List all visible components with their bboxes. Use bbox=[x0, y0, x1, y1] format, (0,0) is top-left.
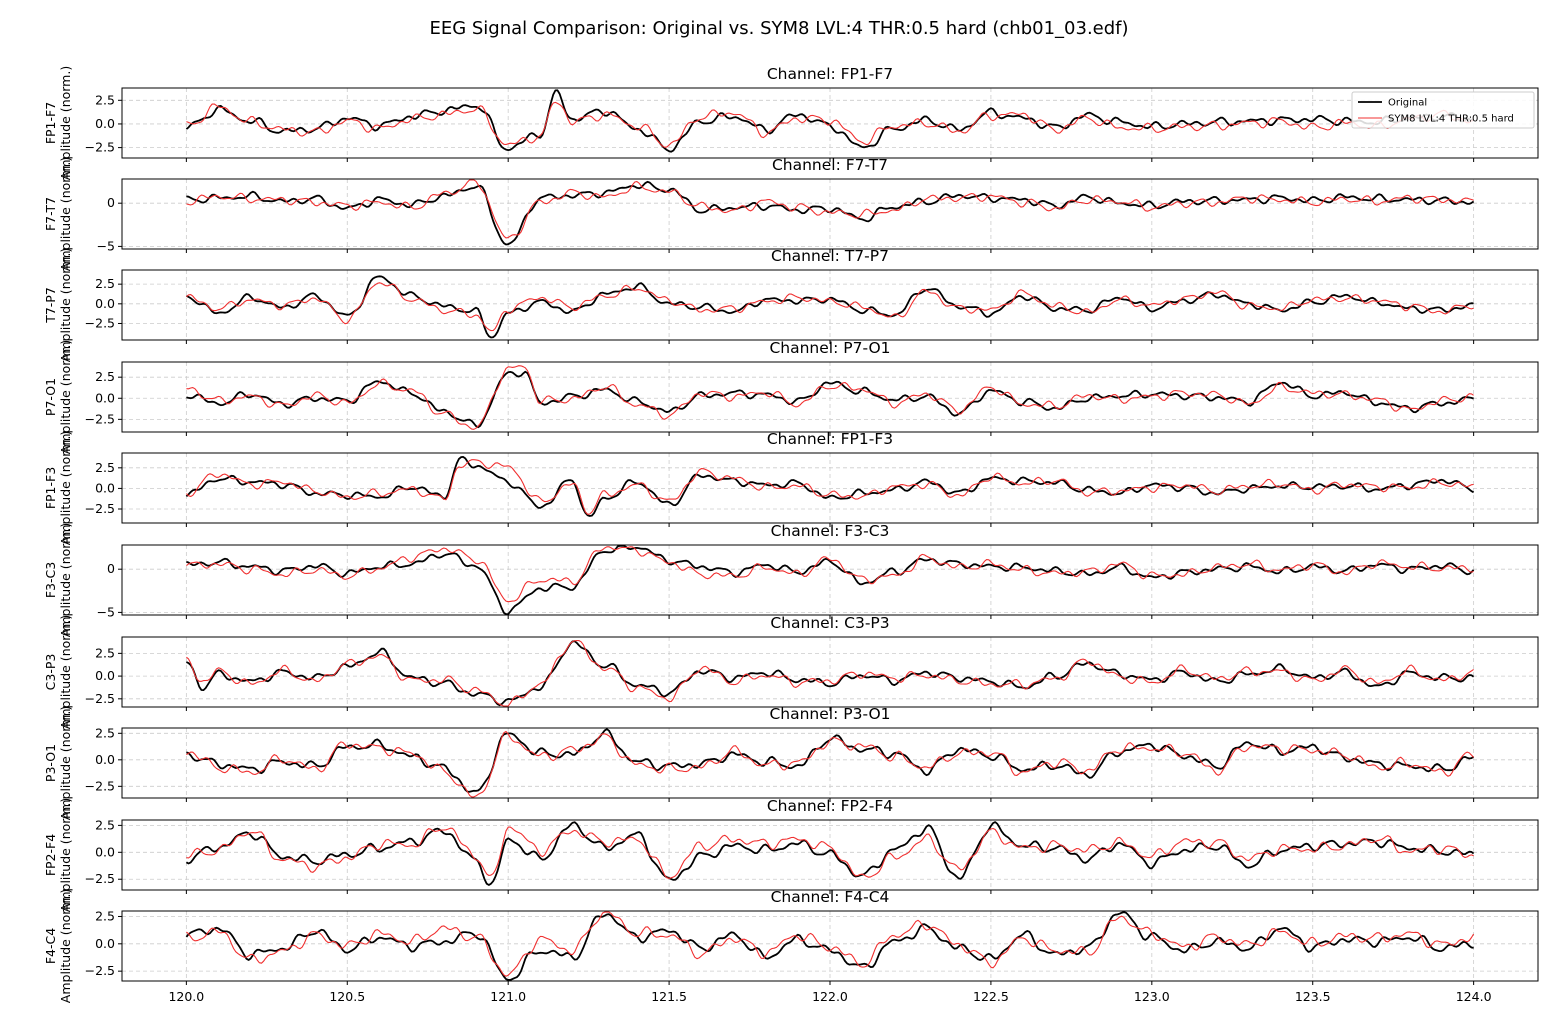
y-axis-label: F7-T7 bbox=[43, 197, 58, 231]
channel-title: Channel: FP1-F3 bbox=[767, 430, 893, 448]
legend: Original SYM8 LVL:4 THR:0.5 hard bbox=[1351, 91, 1535, 129]
x-tick-label: 122.5 bbox=[973, 989, 1009, 1004]
y-tick-label: 0.0 bbox=[95, 844, 115, 859]
y-tick-label: 2.5 bbox=[95, 908, 115, 923]
series-line-denoised bbox=[186, 639, 1474, 707]
series-line-denoised bbox=[186, 826, 1474, 879]
y-axis-label: T7-P7 bbox=[43, 287, 58, 324]
legend-label: SYM8 LVL:4 THR:0.5 hard bbox=[1388, 114, 1514, 125]
y-tick-label: −2.5 bbox=[85, 871, 115, 886]
legend-box bbox=[1351, 91, 1535, 129]
y-tick-label: −2.5 bbox=[85, 963, 115, 978]
series-line-denoised bbox=[186, 179, 1474, 239]
y-tick-label: 0.0 bbox=[95, 480, 115, 495]
series-line-original bbox=[186, 370, 1474, 429]
channel-panel-fp1-f3: −2.5 0.0 2.5 Channel: FP1-F3 FP1-F3 Amplitude… bbox=[43, 430, 1539, 545]
series-line-original bbox=[185, 275, 1474, 339]
channel-title: Channel: F4-C4 bbox=[771, 888, 890, 906]
x-tick-label: 124.0 bbox=[1456, 989, 1492, 1004]
channel-title: Channel: F3-C3 bbox=[771, 522, 890, 540]
y-tick-label: 0.0 bbox=[95, 668, 115, 683]
y-tick-label: 0.0 bbox=[95, 390, 115, 405]
x-tick-label: 120.0 bbox=[168, 989, 204, 1004]
x-tick-label: 123.0 bbox=[1134, 989, 1170, 1004]
series-line-denoised bbox=[186, 101, 1474, 148]
series-line-denoised bbox=[186, 546, 1474, 603]
y-tick-label: −2.5 bbox=[85, 501, 115, 516]
y-tick-label: −2.5 bbox=[85, 411, 115, 426]
y-axis-label-unit: Amplitude (norm.) bbox=[58, 615, 73, 729]
x-tick-label: 121.0 bbox=[490, 989, 526, 1004]
channel-panel-t7-p7: −2.5 0.0 2.5 Channel: T7-P7 T7-P7 Amplitude (… bbox=[43, 247, 1539, 362]
x-tick-label: 122.0 bbox=[812, 989, 848, 1004]
channel-title: Channel: C3-P3 bbox=[770, 614, 889, 632]
y-axis-label: F3-C3 bbox=[43, 562, 58, 598]
y-tick-label: 0.0 bbox=[95, 116, 115, 131]
series-line-denoised bbox=[186, 459, 1474, 515]
y-axis-label: F4-C4 bbox=[43, 928, 58, 964]
channel-title: Channel: F7-T7 bbox=[772, 156, 888, 174]
y-tick-label: 0.0 bbox=[95, 752, 115, 767]
y-axis-label-unit: Amplitude (norm.) bbox=[58, 889, 73, 1003]
channel-title: Channel: P3-O1 bbox=[769, 705, 890, 723]
series-line-original bbox=[185, 821, 1475, 886]
y-axis-label-unit: Amplitude (norm.) bbox=[58, 157, 73, 271]
y-axis-label: FP1-F3 bbox=[43, 467, 58, 509]
y-tick-label: 0.0 bbox=[95, 936, 115, 951]
y-axis-label-unit: Amplitude (norm.) bbox=[58, 798, 73, 912]
legend-label: Original bbox=[1388, 98, 1427, 109]
y-tick-label: 0.0 bbox=[95, 296, 115, 311]
channel-panel-f7-t7: −5 0 Channel: F7-T7 F7-T7 Amplitude (norm.) bbox=[43, 156, 1539, 271]
y-tick-label: 2.5 bbox=[95, 460, 115, 475]
channel-panel-f3-c3: −5 0 Channel: F3-C3 F3-C3 Amplitude (norm.) bbox=[43, 522, 1539, 637]
y-axis-label: P7-O1 bbox=[43, 378, 58, 416]
series-line-denoised bbox=[186, 282, 1474, 332]
y-tick-label: −2.5 bbox=[85, 778, 115, 793]
y-tick-label: 2.5 bbox=[95, 817, 115, 832]
y-axis-label: FP2-F4 bbox=[43, 834, 58, 876]
figure-title: EEG Signal Comparison: Original vs. SYM8… bbox=[429, 18, 1128, 39]
y-tick-label: −5 bbox=[97, 238, 115, 253]
y-tick-label: 0 bbox=[107, 561, 115, 576]
y-axis-label-unit: Amplitude (norm.) bbox=[58, 523, 73, 637]
channel-title: Channel: FP1-F7 bbox=[767, 65, 893, 83]
channel-title: Channel: FP2-F4 bbox=[767, 797, 893, 815]
y-tick-label: 2.5 bbox=[95, 369, 115, 384]
y-axis-label: P3-O1 bbox=[43, 744, 58, 782]
channel-panel-p7-o1: −2.5 0.0 2.5 Channel: P7-O1 P7-O1 Amplitude (… bbox=[43, 339, 1539, 454]
y-tick-label: 2.5 bbox=[95, 276, 115, 291]
y-tick-label: −2.5 bbox=[85, 691, 115, 706]
x-tick-label: 121.5 bbox=[651, 989, 687, 1004]
x-tick-label: 120.5 bbox=[329, 989, 365, 1004]
channel-title: Channel: P7-O1 bbox=[769, 339, 890, 357]
y-tick-label: 2.5 bbox=[95, 92, 115, 107]
y-axis-label-unit: Amplitude (norm.) bbox=[58, 248, 73, 362]
y-tick-label: 0 bbox=[107, 195, 115, 210]
y-axis-label-unit: Amplitude (norm.) bbox=[58, 706, 73, 820]
y-tick-label: −5 bbox=[97, 604, 115, 619]
y-axis-label-unit: Amplitude (norm.) bbox=[58, 66, 73, 180]
x-tick-label: 123.5 bbox=[1295, 989, 1331, 1004]
series-line-denoised bbox=[186, 365, 1474, 430]
series-line-denoised bbox=[186, 730, 1475, 798]
channel-panel-fp1-f7: −2.5 0.0 2.5 Channel: FP1-F7 FP1-F7 Amplitude… bbox=[43, 65, 1539, 180]
channel-panel-p3-o1: −2.5 0.0 2.5 Channel: P3-O1 P3-O1 Amplitude (… bbox=[43, 705, 1539, 820]
series-line-original bbox=[185, 89, 1474, 153]
y-tick-label: 2.5 bbox=[95, 725, 115, 740]
channel-panel-fp2-f4: −2.5 0.0 2.5 Channel: FP2-F4 FP2-F4 Amplitude… bbox=[43, 797, 1539, 912]
y-axis-label-unit: Amplitude (norm.) bbox=[58, 431, 73, 545]
y-tick-label: −2.5 bbox=[85, 140, 115, 155]
channel-panel-c3-p3: −2.5 0.0 2.5 Channel: C3-P3 C3-P3 Amplitude (… bbox=[43, 614, 1539, 729]
channel-panel-f4-c4: −2.5 0.0 2.5 Channel: F4-C4 F4-C4 Amplitude (… bbox=[43, 888, 1539, 1003]
y-axis-label: C3-P3 bbox=[43, 654, 58, 691]
y-axis-label: FP1-F7 bbox=[43, 102, 58, 144]
y-tick-label: −2.5 bbox=[85, 315, 115, 330]
y-axis-label-unit: Amplitude (norm.) bbox=[58, 340, 73, 454]
y-tick-label: 2.5 bbox=[95, 645, 115, 660]
series-line-original bbox=[186, 545, 1475, 615]
series-line-denoised bbox=[186, 911, 1475, 977]
channel-title: Channel: T7-P7 bbox=[771, 247, 889, 265]
